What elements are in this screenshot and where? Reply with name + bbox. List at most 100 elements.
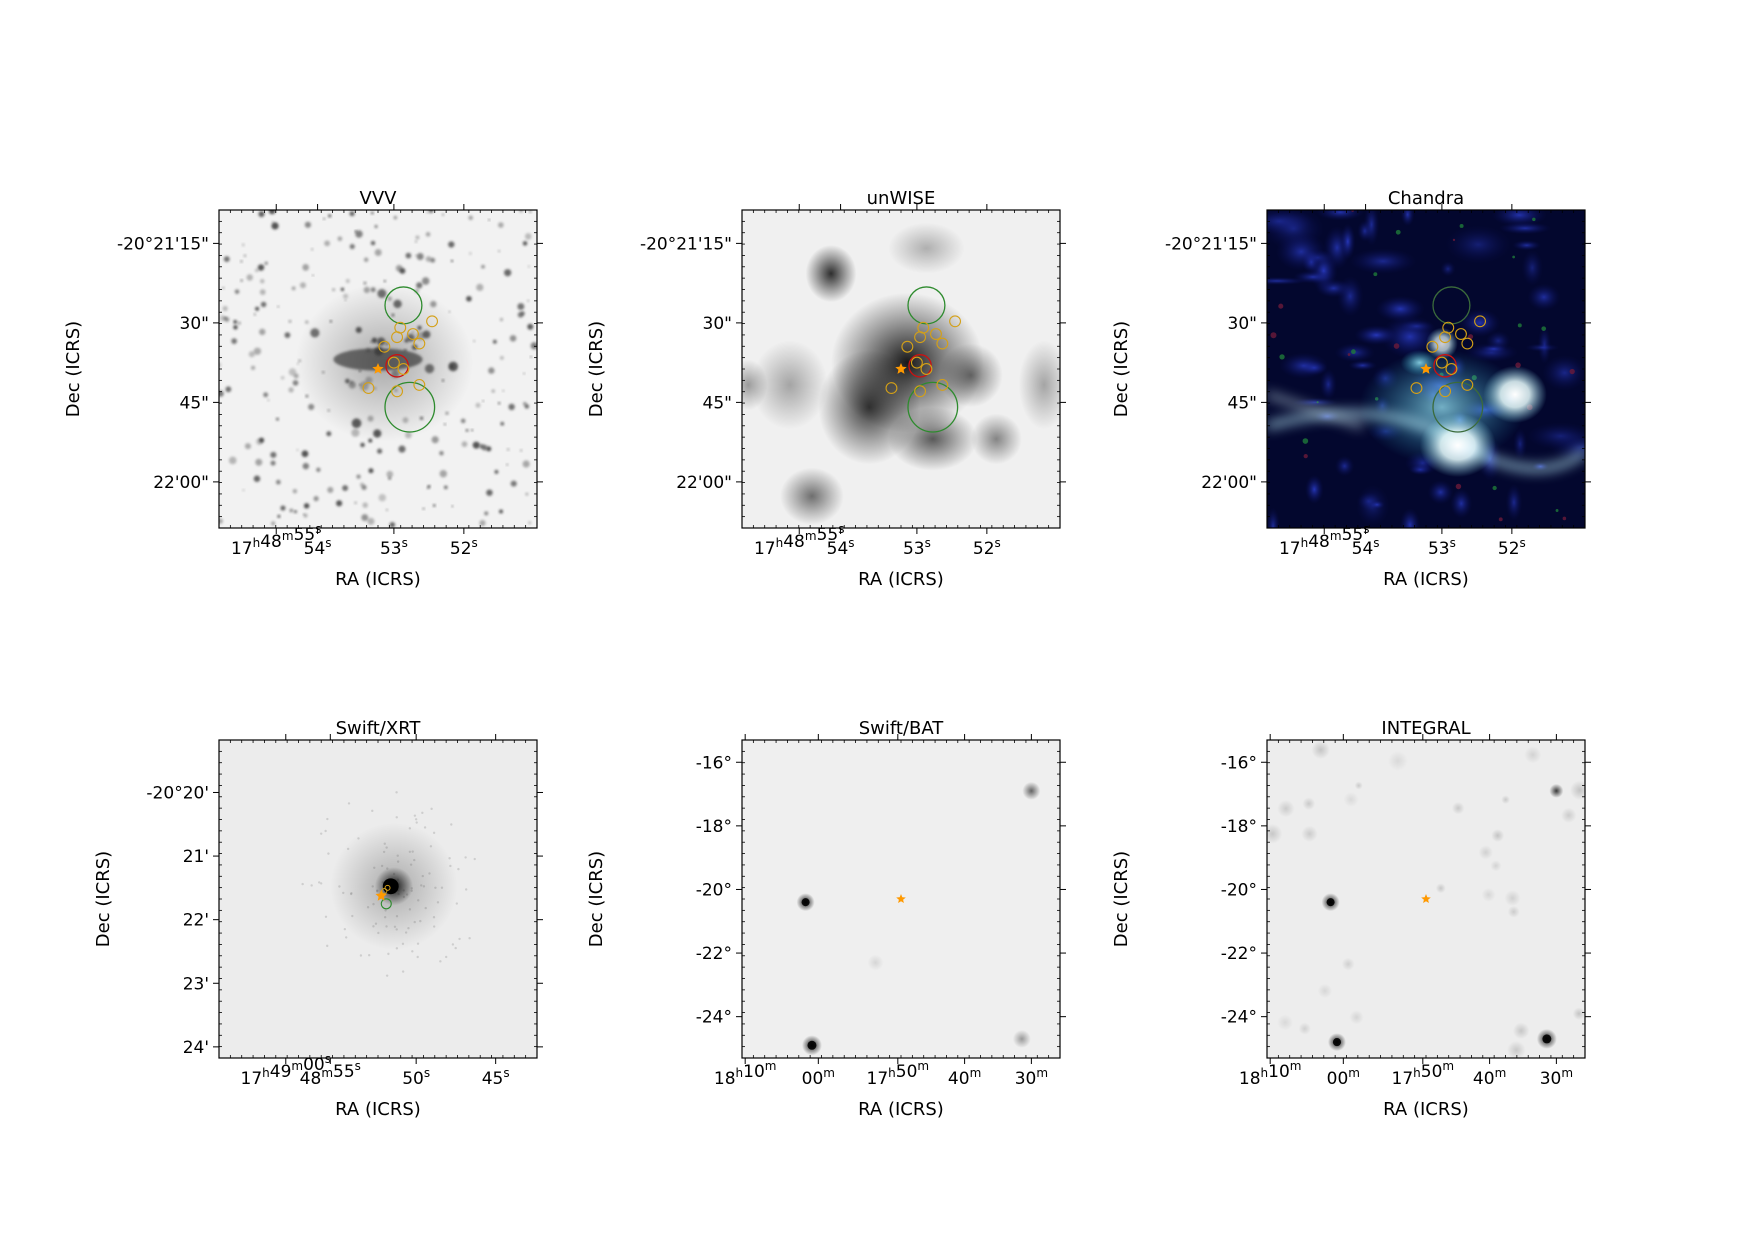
panel-title: Swift/BAT (859, 718, 945, 739)
region-circle-yellow (378, 340, 391, 353)
y-axis-label: Dec (ICRS) (586, 321, 607, 417)
x-tick-label: 54s (304, 536, 332, 559)
x-axis-label: RA (ICRS) (1383, 1099, 1469, 1120)
y-tick-label: -20°21'15" (1165, 234, 1257, 254)
region-circle-yellow (1426, 340, 1439, 353)
panel-title: unWISE (867, 188, 936, 209)
panel-chandra: Chandra -20°21'15" 30" 45" 22'00" 17h48m55s54… (1111, 188, 1591, 590)
region-circle-yellow (1439, 331, 1452, 344)
panel-title: Chandra (1388, 188, 1464, 209)
y-tick-label: 22'00" (1201, 473, 1257, 493)
region-circle-yellow (1439, 385, 1452, 398)
y-tick-label: -18° (1221, 817, 1257, 837)
panel-swift-bat: Swift/BAT -16° -18° -20° -22° -24° 18h10m 00m 17… (586, 718, 1066, 1120)
region-circle-yellow (1435, 356, 1448, 369)
x-tick-label: 18h10m (1239, 1059, 1302, 1089)
x-tick-label: 17h48m55s (754, 522, 845, 559)
region-circle-yellow (381, 888, 388, 895)
y-tick-label: -22° (1221, 944, 1257, 964)
region-circle-yellow (387, 356, 400, 369)
region-circle-yellow (949, 315, 962, 328)
region-circle-yellow (910, 356, 923, 369)
x-tick-label: 48m55s (300, 1059, 361, 1089)
y-tick-label: 30" (1228, 314, 1257, 334)
region-circle-yellow (914, 385, 927, 398)
y-axis-label: Dec (ICRS) (1111, 321, 1132, 417)
y-tick-label: 22'00" (153, 473, 209, 493)
region-circle-yellow (914, 331, 927, 344)
region-circle-green (907, 381, 959, 433)
x-axis-label: RA (ICRS) (858, 1099, 944, 1120)
star-marker-icon (1420, 363, 1432, 374)
panel-image (1267, 210, 1585, 528)
y-tick-label: 24' (183, 1038, 209, 1058)
region-circle-green (380, 898, 392, 910)
region-circle-yellow (1455, 328, 1467, 340)
x-axis-label: RA (ICRS) (1383, 569, 1469, 590)
x-tick-label: 52s (450, 536, 478, 559)
region-circle-yellow (920, 363, 933, 375)
x-tick-label: 17h48m55s (231, 522, 322, 559)
x-tick-label: 53s (1428, 536, 1456, 559)
x-tick-label: 54s (1352, 536, 1380, 559)
y-axis-label: Dec (ICRS) (63, 321, 84, 417)
star-marker-icon (372, 363, 384, 374)
panel-integral: INTEGRAL -16° -18° -20° -22° -24° 18h10m 00m 17h… (1111, 718, 1591, 1120)
x-tick-label: 40m (1473, 1066, 1506, 1089)
panel-image (219, 210, 537, 528)
region-circle-yellow (397, 363, 410, 375)
x-tick-label: 52s (1498, 536, 1526, 559)
panel-title: Swift/XRT (336, 718, 422, 739)
star-marker-icon (375, 889, 387, 901)
panel-swift-xrt: Swift/XRT -20°20' 21' 22' 23' 24' 17h49m00s48m… (93, 718, 543, 1120)
x-tick-label: 53s (903, 536, 931, 559)
region-circle-green (384, 381, 436, 433)
panel-unwise: unWISE -20°21'15" 30" 45" 22'00" 17h48m55s54s… (586, 188, 1066, 590)
region-circle-yellow (885, 382, 898, 395)
y-axis-label: Dec (ICRS) (1111, 851, 1132, 947)
x-tick-label: 45s (482, 1066, 510, 1089)
y-tick-label: 23' (183, 974, 209, 994)
x-tick-label: 52s (973, 536, 1001, 559)
y-tick-label: -22° (696, 944, 732, 964)
x-tick-label: 50s (402, 1066, 430, 1089)
region-circle-yellow (936, 337, 949, 350)
region-circle-yellow (1445, 363, 1458, 375)
region-circle-yellow (930, 328, 942, 340)
star-marker-icon (895, 363, 907, 374)
y-tick-label: -16° (1221, 753, 1257, 773)
region-circle-yellow (1461, 337, 1474, 350)
region-circle-yellow (407, 328, 419, 340)
y-tick-label: 30" (180, 314, 209, 334)
region-circle-yellow (936, 378, 949, 391)
region-circle-yellow (362, 382, 375, 395)
region-circle-green (1432, 381, 1484, 433)
x-tick-label: 17h49m00s (241, 1052, 332, 1089)
region-circle-yellow (391, 385, 404, 398)
y-tick-label: 45" (1228, 393, 1257, 413)
y-tick-label: 30" (703, 314, 732, 334)
x-tick-label: 17h50m (1392, 1059, 1455, 1089)
x-tick-label: 40m (948, 1066, 981, 1089)
x-axis-label: RA (ICRS) (858, 569, 944, 590)
y-tick-label: -24° (1221, 1008, 1257, 1028)
y-tick-label: -20°21'15" (640, 234, 732, 254)
y-tick-label: 22'00" (676, 473, 732, 493)
region-circle-yellow (1461, 378, 1474, 391)
region-circle-yellow (426, 315, 439, 328)
panel-title: INTEGRAL (1381, 718, 1470, 739)
region-circle-yellow (384, 884, 391, 891)
y-tick-label: 21' (183, 847, 209, 867)
x-tick-label: 30m (1015, 1066, 1048, 1089)
y-tick-label: 45" (703, 393, 732, 413)
x-axis-label: RA (ICRS) (335, 1099, 421, 1120)
region-circle-yellow (901, 340, 914, 353)
x-tick-label: 53s (380, 536, 408, 559)
x-tick-label: 54s (827, 536, 855, 559)
region-circle-yellow (413, 378, 426, 391)
y-tick-label: 45" (180, 393, 209, 413)
x-tick-label: 30m (1540, 1066, 1573, 1089)
